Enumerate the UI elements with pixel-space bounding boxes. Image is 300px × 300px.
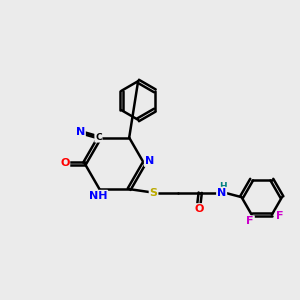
Text: N: N: [217, 188, 226, 198]
Text: O: O: [60, 158, 69, 168]
Text: H: H: [219, 182, 226, 190]
Text: C: C: [95, 133, 102, 142]
Text: F: F: [246, 216, 254, 226]
Text: N: N: [145, 156, 154, 166]
Text: F: F: [276, 211, 284, 221]
Text: NH: NH: [89, 191, 107, 201]
Text: S: S: [150, 188, 158, 198]
Text: O: O: [194, 204, 203, 214]
Text: N: N: [76, 127, 85, 137]
